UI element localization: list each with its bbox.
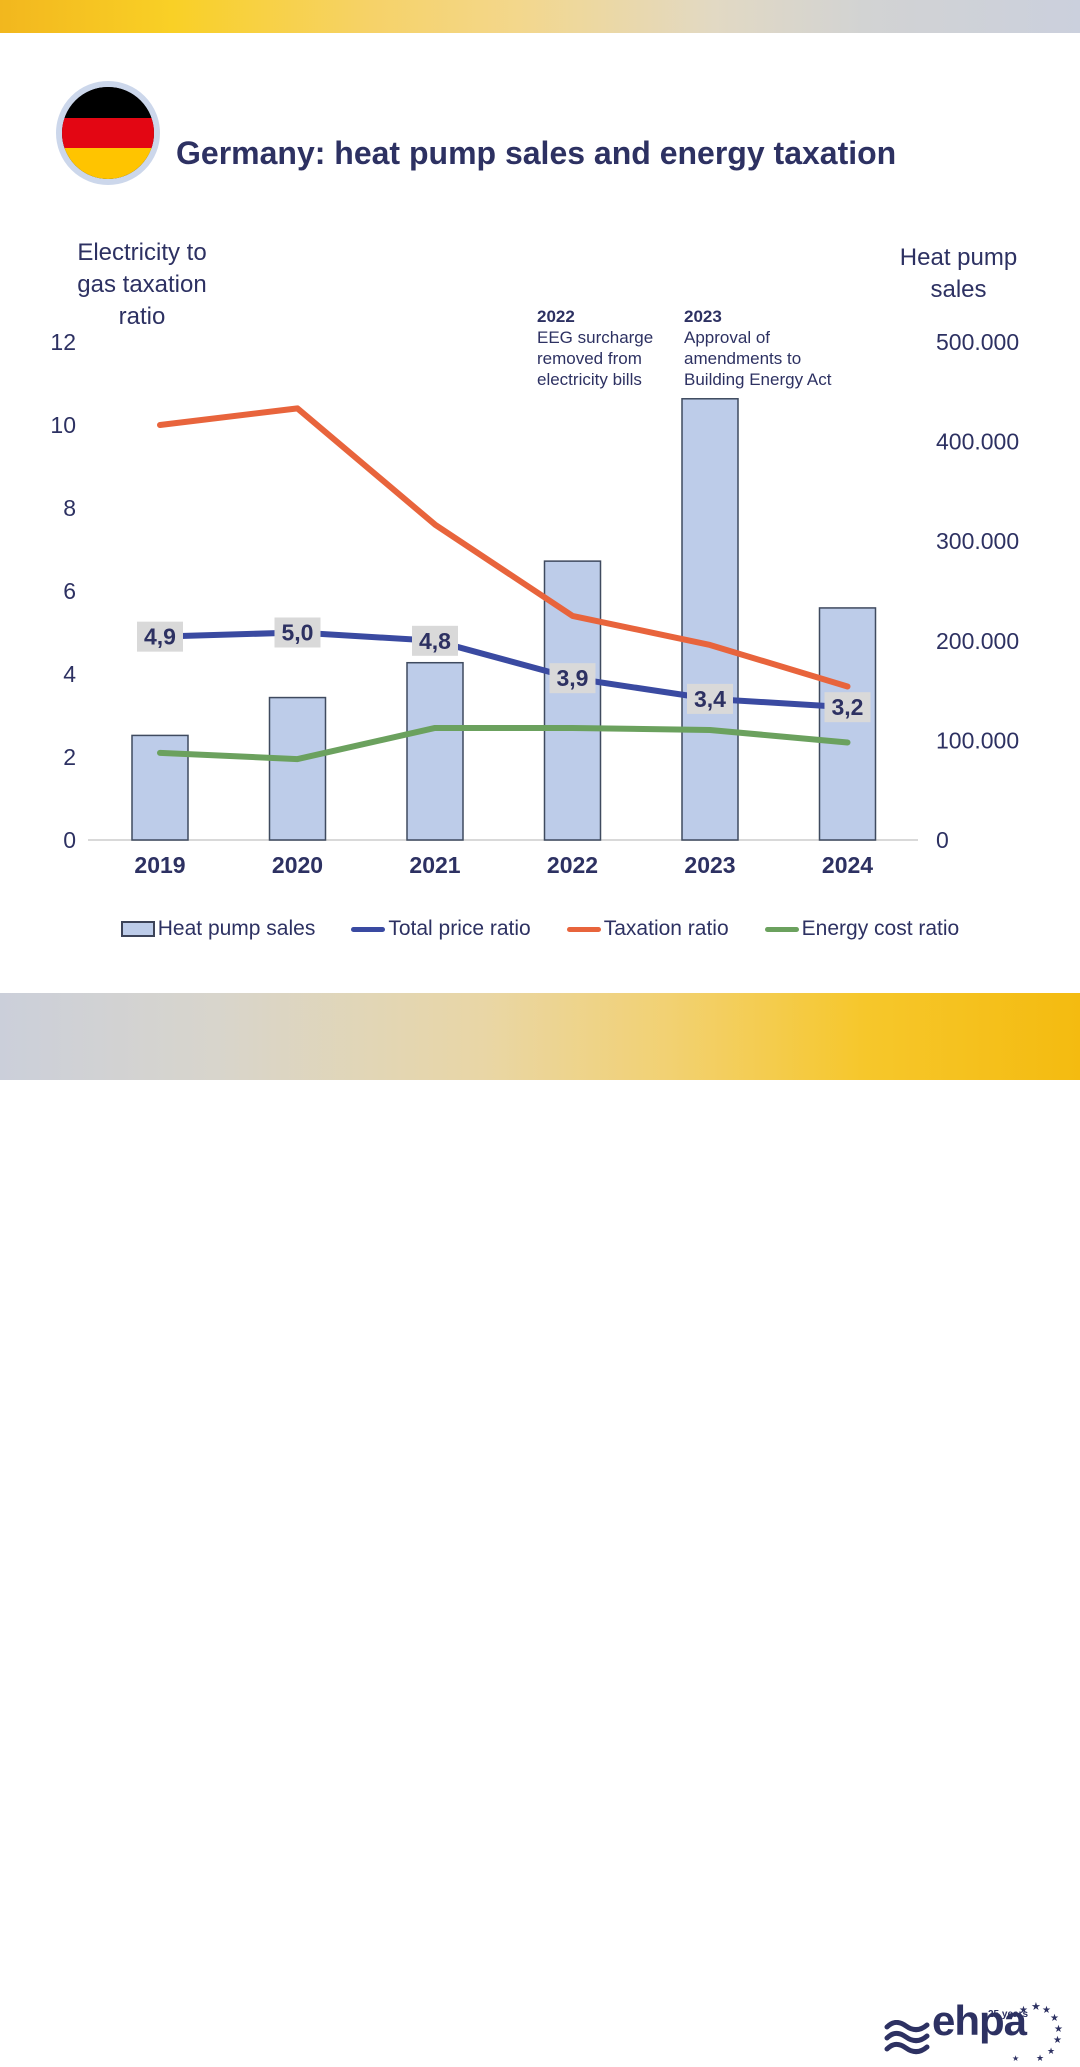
bottom-gradient-band: ehpa 25 years ★ ★ ★ ★ ★ ★ ★ ★ ★ — [0, 993, 1080, 2063]
right-axis-tick: 100.000 — [936, 727, 1019, 753]
right-axis-title: Heat pump sales — [899, 244, 1018, 303]
ehpa-wordmark: ehpa — [932, 1997, 1027, 2044]
line-swatch-icon — [566, 926, 601, 932]
page-title: Germany: heat pump sales and energy taxa… — [176, 135, 897, 172]
annotation-2023-text: Approval of amendments to Building Energ… — [684, 328, 832, 389]
right-axis-tick: 400.000 — [936, 429, 1019, 455]
point-label-box — [824, 692, 871, 723]
annotation-2023-year: 2023 — [684, 307, 722, 326]
point-label-box — [687, 683, 733, 714]
flag-stripe-red — [62, 117, 154, 149]
point-label-box — [549, 663, 596, 694]
star-icon: ★ — [1031, 2001, 1041, 2013]
left-axis-tick: 8 — [63, 495, 76, 521]
bar-2020 — [268, 696, 327, 841]
germany-flag-icon — [56, 81, 160, 185]
star-icon: ★ — [1047, 2046, 1056, 2056]
line-swatch-icon — [764, 926, 799, 932]
x-axis-label-2023: 2023 — [684, 852, 735, 878]
point-label-box — [137, 621, 183, 652]
point-label-total-price-ratio-2020: 5,0 — [282, 620, 314, 646]
line-swatch-icon — [351, 926, 386, 932]
left-axis-tick: 0 — [63, 827, 76, 853]
x-axis-label-2021: 2021 — [409, 852, 460, 878]
x-axis-label-2020: 2020 — [272, 852, 323, 878]
combo-chart: 0 2 4 6 8 10 12 0 100.000 200.000 300.000 400.000 50… — [50, 329, 1019, 878]
left-axis-title: Electricity to gas taxation ratio — [77, 239, 207, 330]
point-label-box — [274, 617, 321, 648]
bar-2023 — [681, 398, 739, 841]
line-energy-cost-ratio — [157, 724, 851, 763]
x-axis-label-2022: 2022 — [547, 852, 598, 878]
left-axis-tick: 2 — [63, 744, 76, 770]
legend-item-energy-cost-ratio: Energy cost ratio — [764, 917, 960, 941]
left-axis-tick: 10 — [50, 412, 76, 438]
right-axis-tick: 200.000 — [936, 628, 1019, 654]
annotation-2022-text: EEG surcharge removed from electricity b… — [537, 328, 654, 389]
line-taxation-ratio — [157, 405, 851, 690]
bar-2024 — [818, 607, 877, 841]
ehpa-logo: ehpa 25 years ★ ★ ★ ★ ★ ★ ★ ★ ★ — [884, 1997, 1070, 2067]
annotation-2023: 2023 Approval of amendments to Building … — [684, 306, 846, 390]
bar-2021 — [406, 661, 464, 841]
right-axis-tick: 300.000 — [936, 528, 1019, 554]
ehpa-waves-icon — [884, 2020, 930, 2055]
star-icon: ★ — [1054, 2024, 1063, 2035]
top-gradient-band — [0, 0, 1080, 33]
right-axis-tick: 0 — [936, 827, 949, 853]
x-axis-label-2024: 2024 — [822, 852, 873, 878]
point-label-total-price-ratio-2019: 4,9 — [144, 624, 176, 650]
bar-2022 — [543, 560, 602, 841]
point-label-total-price-ratio-2021: 4,8 — [419, 628, 451, 654]
bar-swatch-icon — [120, 921, 155, 937]
point-label-box — [412, 625, 458, 656]
point-label-total-price-ratio-2023: 3,4 — [694, 686, 726, 712]
left-axis-tick: 12 — [50, 329, 76, 355]
x-axis-label-2019: 2019 — [134, 852, 185, 878]
legend-label: Heat pump sales — [157, 917, 316, 940]
star-icon: ★ — [1053, 2035, 1062, 2046]
legend-label: Energy cost ratio — [801, 917, 960, 940]
point-label-total-price-ratio-2022: 3,9 — [557, 665, 589, 691]
legend-label: Taxation ratio — [603, 917, 729, 940]
annotation-2022-year: 2022 — [537, 307, 575, 326]
legend-item-taxation-ratio: Taxation ratio — [566, 917, 729, 941]
legend-item-heat-pump-sales: Heat pump sales — [120, 917, 316, 941]
star-icon: ★ — [1019, 2005, 1028, 2016]
line-total-price-ratio — [157, 629, 851, 711]
left-axis-tick: 6 — [63, 578, 76, 604]
star-icon: ★ — [1012, 2054, 1020, 2063]
left-axis-tick: 4 — [63, 661, 76, 687]
star-icon: ★ — [1050, 2013, 1059, 2024]
annotation-2022: 2022 EEG surcharge removed from electric… — [537, 306, 667, 390]
legend-label: Total price ratio — [388, 917, 531, 940]
right-axis-tick: 500.000 — [936, 329, 1019, 355]
point-label-total-price-ratio-2024: 3,2 — [832, 694, 864, 720]
legend-item-total-price-ratio: Total price ratio — [351, 917, 531, 941]
star-icon: ★ — [1036, 2053, 1045, 2063]
legend: Heat pump sales Total price ratio Taxati… — [0, 917, 1080, 941]
